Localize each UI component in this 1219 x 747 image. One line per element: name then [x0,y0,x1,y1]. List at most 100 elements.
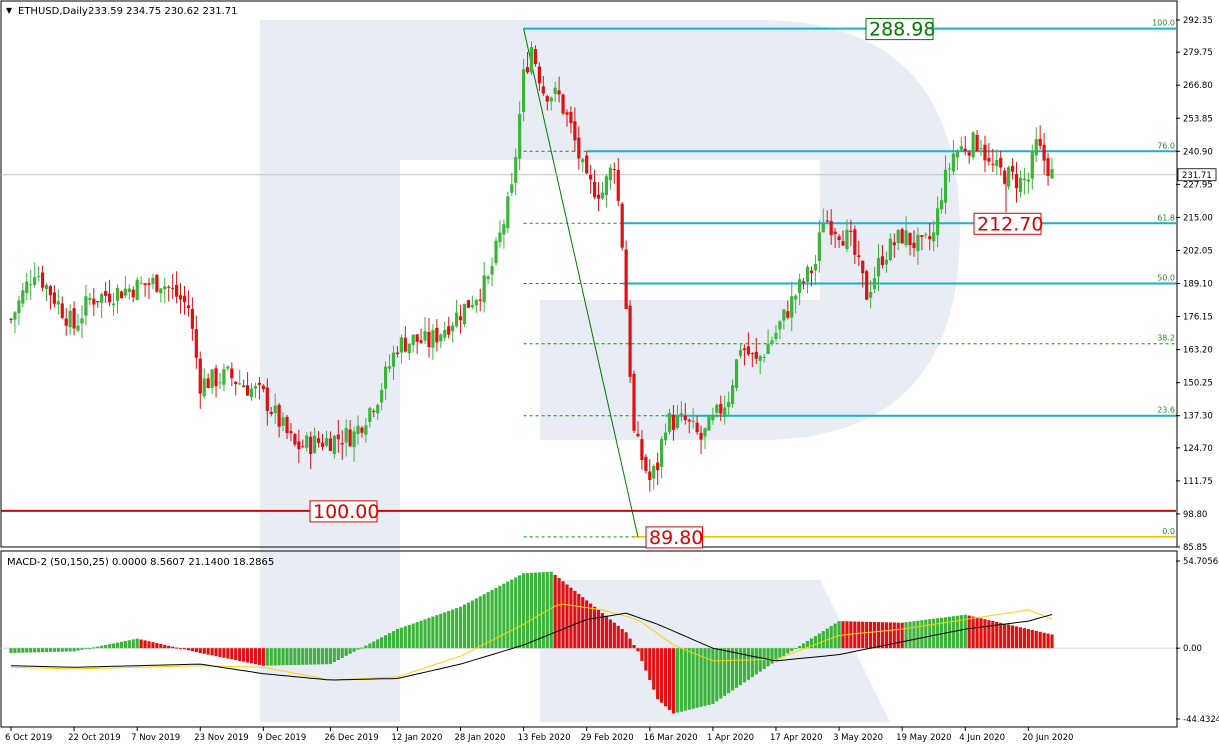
candle-body [1010,165,1015,172]
candle-body [348,429,352,447]
candle-body [391,352,396,367]
candle-body [683,415,687,421]
time-tick-label: 26 Dec 2019 [324,733,378,743]
candle-body [616,169,620,201]
macd-histogram-bar [683,648,687,711]
macd-histogram-bar [711,648,715,704]
candle-body [869,291,873,298]
macd-pane-frame [0,550,1178,728]
macd-histogram-bar [557,578,561,649]
macd-histogram-bar [624,632,628,649]
macd-histogram-bar [92,647,96,649]
macd-histogram-bar [888,622,892,649]
candle-body [84,296,88,316]
macd-histogram-bar [194,648,198,653]
macd-histogram-bar [119,641,124,649]
time-tick-label: 13 Feb 2020 [518,733,571,743]
candle-body [171,287,175,289]
current-price-badge [1177,168,1217,182]
candle-body [33,277,37,285]
macd-histogram-bar [490,590,494,649]
macd-histogram-bar [920,620,924,649]
candle-body [198,358,202,394]
candle-body [671,414,676,430]
candle-body [182,295,187,303]
candle-body [242,385,246,387]
macd-histogram-bar [372,641,376,649]
candle-body [1014,174,1019,189]
candle-body [754,351,758,359]
candle-body [474,299,478,306]
macd-histogram-bar [1003,623,1007,649]
macd-histogram-bar [541,572,545,649]
macd-histogram-bar [462,604,467,649]
macd-histogram-bar [912,621,916,649]
candle-body [628,305,632,377]
macd-histogram-bar [825,628,829,649]
candle-body [297,441,301,450]
candle-body [687,419,691,422]
price-annotation-text: 212.70 [977,213,1043,235]
candle-body [384,366,388,389]
macd-histogram-bar [202,648,206,654]
candle-body [565,112,569,115]
candle-body [549,97,553,102]
candle-body [880,256,885,266]
fib-level-label: 23.6 [1157,406,1175,415]
macd-histogram-bar [340,648,344,658]
price-annotation-text: 100.00 [313,501,379,523]
candle-body [175,284,179,297]
candle-body [332,435,336,454]
macd-histogram-bar [695,648,699,708]
macd-histogram-bar [924,619,928,649]
candle-body [865,271,869,300]
macd-histogram-bar [518,575,522,649]
symbol-menu-arrow[interactable]: ▼ [6,6,13,15]
macd-histogram-bar [522,573,526,649]
candle-body [912,242,916,249]
candle-body [411,334,415,345]
candle-body [734,359,739,388]
macd-histogram-bar [537,572,541,649]
candle-body [222,369,226,385]
candle-body [80,318,84,324]
macd-histogram-bar [955,615,959,649]
macd-histogram-bar [316,648,321,665]
macd-histogram-bar [403,626,407,649]
candle-body [1022,178,1026,181]
macd-histogram-bar [1014,626,1019,649]
candle-body [328,438,332,451]
macd-histogram-bar [210,648,214,656]
macd-histogram-bar [999,622,1003,649]
candle-body [458,316,463,321]
macd-histogram-bar [801,643,806,649]
candle-body [537,66,541,84]
macd-histogram-bar [344,648,348,656]
macd-histogram-bar [143,640,147,649]
current-price-label: 231.71 [1182,171,1212,181]
time-tick-label: 3 May 2020 [833,733,883,743]
macd-histogram-bar [849,621,853,649]
candle-body [454,312,459,327]
candle-body [766,344,770,354]
macd-histogram-bar [494,587,498,649]
macd-histogram-bar [853,621,857,649]
price-tick-label: 253.85 [1183,114,1213,124]
candle-body [380,390,384,403]
macd-histogram-bar [135,638,139,649]
macd-histogram-bar [857,621,861,649]
candle-body [269,411,273,414]
candle-body [904,230,908,246]
macd-histogram-bar [387,633,392,649]
candle-body [541,86,545,94]
macd-histogram-bar [715,648,719,702]
candle-body [900,229,904,244]
macd-histogram-bar [884,622,888,649]
price-annotation-box [973,212,1042,235]
candle-body [494,240,498,264]
candle-body [829,220,833,236]
macd-histogram-bar [163,644,167,649]
macd-histogram-bar [182,648,187,650]
macd-histogram-bar [454,608,459,649]
